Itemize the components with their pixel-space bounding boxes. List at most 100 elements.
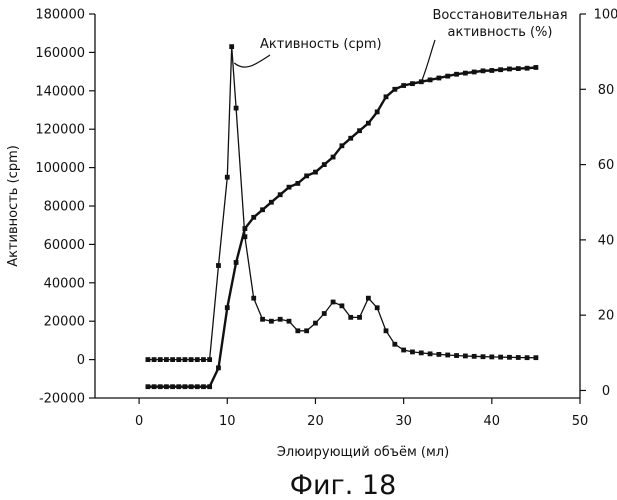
data-point xyxy=(462,353,468,359)
data-point xyxy=(224,174,230,180)
data-point xyxy=(277,316,283,322)
data-point xyxy=(480,68,486,74)
x-tick-label: 40 xyxy=(484,414,501,429)
y-tick-label: 140000 xyxy=(35,84,85,99)
data-point xyxy=(170,384,175,390)
data-point xyxy=(164,384,169,390)
data-point xyxy=(348,135,354,141)
series-2 xyxy=(145,65,539,390)
data-point xyxy=(242,234,248,240)
y2-tick-label: 60 xyxy=(598,158,615,173)
data-point xyxy=(176,384,182,390)
y2-tick-label: 20 xyxy=(598,309,615,324)
data-point xyxy=(286,318,292,324)
data-point xyxy=(216,365,221,371)
left-axis: -20000 0 20000 40000 60000 80000 100000 120000 1… xyxy=(35,8,95,407)
data-point xyxy=(454,353,459,358)
y-tick-label: 20000 xyxy=(44,315,85,330)
data-point xyxy=(410,349,415,355)
data-point xyxy=(260,207,265,213)
annotation-recovery-leader xyxy=(420,39,436,83)
data-point xyxy=(304,173,310,179)
data-point xyxy=(445,73,451,79)
data-point xyxy=(277,192,283,198)
data-point xyxy=(182,384,188,390)
data-point xyxy=(401,83,407,88)
annotation-activity-label: Активность (cpm) xyxy=(260,37,382,52)
x-axis-title: Элюирующий объём (мл) xyxy=(277,445,449,460)
data-point xyxy=(233,105,239,111)
x-tick-label: 30 xyxy=(395,414,412,429)
data-point xyxy=(418,350,424,356)
data-point xyxy=(436,352,442,357)
data-point xyxy=(489,354,495,360)
x-tick-label: 0 xyxy=(135,414,143,429)
data-point xyxy=(233,260,239,265)
data-point xyxy=(188,357,194,362)
data-point xyxy=(507,354,512,360)
annotation-recovery-label-line2: активность (%) xyxy=(448,25,553,40)
data-point xyxy=(145,357,151,362)
data-point xyxy=(313,169,318,175)
data-point xyxy=(383,94,389,100)
data-point xyxy=(176,357,182,362)
data-point xyxy=(157,384,163,390)
x-tick-label: 20 xyxy=(307,414,324,429)
data-point xyxy=(201,384,206,390)
data-point xyxy=(489,68,495,73)
data-point xyxy=(436,75,442,81)
data-point xyxy=(304,328,310,334)
data-point xyxy=(242,226,248,231)
y-tick-label: 100000 xyxy=(35,161,85,176)
data-point xyxy=(392,341,398,347)
right-axis: 0 20 40 60 80 100 xyxy=(580,8,617,399)
data-point xyxy=(401,347,407,353)
data-point xyxy=(498,67,504,73)
data-point xyxy=(260,316,265,322)
y2-tick-label: 40 xyxy=(598,233,615,248)
data-point xyxy=(462,70,468,76)
data-point xyxy=(145,384,151,390)
data-point xyxy=(151,357,157,362)
data-point xyxy=(480,354,486,360)
data-point xyxy=(182,357,188,362)
data-point xyxy=(207,384,213,390)
data-point xyxy=(410,81,415,87)
data-point xyxy=(339,303,345,309)
data-point xyxy=(295,181,301,186)
data-point xyxy=(374,305,380,311)
y2-tick-label: 80 xyxy=(598,83,615,98)
data-point xyxy=(357,128,362,134)
data-point xyxy=(286,184,292,190)
data-point xyxy=(427,77,433,83)
y-tick-label: 0 xyxy=(77,353,85,368)
data-point xyxy=(365,120,371,126)
y-tick-label: 180000 xyxy=(35,8,85,23)
series-layer xyxy=(145,44,539,390)
data-point xyxy=(216,263,221,268)
data-point xyxy=(365,295,371,301)
y2-tick-label: 100 xyxy=(594,8,617,23)
data-point xyxy=(515,355,521,360)
y-tick-label: 60000 xyxy=(44,238,85,253)
data-point xyxy=(330,299,336,305)
series-2-line xyxy=(147,66,536,388)
data-point xyxy=(157,357,163,362)
data-point xyxy=(471,69,477,75)
data-point xyxy=(524,65,530,71)
data-point xyxy=(533,65,539,70)
data-point xyxy=(454,71,459,77)
series-1-line xyxy=(147,46,536,361)
data-point xyxy=(498,354,504,360)
data-point xyxy=(445,352,451,358)
data-point xyxy=(427,351,433,357)
annotation-recovery-label-line1: Восстановительная xyxy=(432,8,567,23)
data-point xyxy=(313,320,318,326)
data-point xyxy=(251,295,257,301)
data-point xyxy=(251,214,257,220)
data-point xyxy=(515,66,521,71)
x-tick-label: 10 xyxy=(219,414,236,429)
data-point xyxy=(224,305,230,311)
y2-tick-label: 0 xyxy=(602,384,610,399)
